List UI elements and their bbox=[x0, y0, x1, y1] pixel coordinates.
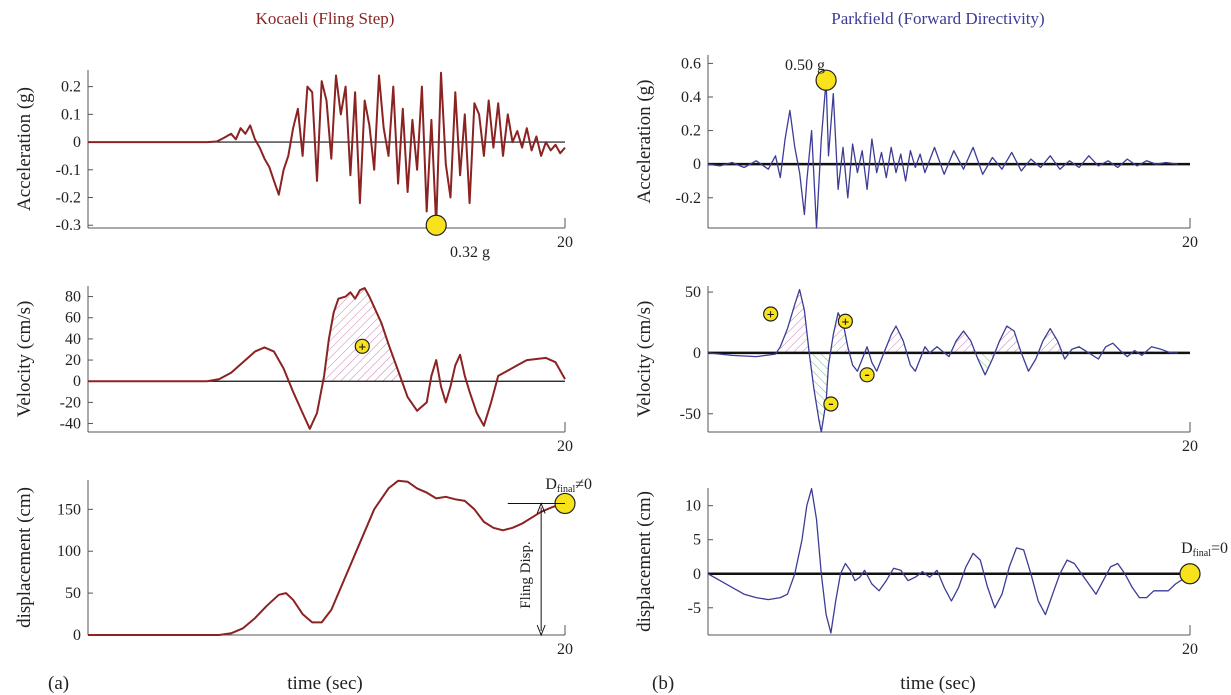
parkfield-velocity-marker-symbol: - bbox=[828, 395, 833, 412]
fling-arrow-head-bottom bbox=[536, 624, 546, 637]
parkfield-velocity-plus-marker bbox=[837, 313, 853, 329]
parkfield-acceleration-y-tick-label: 0 bbox=[693, 156, 701, 173]
parkfield-velocity-marker-symbol: + bbox=[841, 315, 849, 330]
kocaeli-displacement-y-label: displacement (cm) bbox=[14, 487, 35, 628]
kocaeli-acceleration-y-tick-label: 0 bbox=[73, 134, 81, 151]
parkfield-velocity-y-tick-label: 50 bbox=[685, 284, 701, 301]
parkfield-displacement-series-line bbox=[707, 488, 1191, 634]
kocaeli-displacement-y-tick-label: 100 bbox=[57, 543, 81, 560]
left-xlabel: time (sec) bbox=[287, 673, 362, 694]
kocaeli-velocity-y-tick-label: 40 bbox=[65, 331, 81, 348]
parkfield-velocity-plus-marker bbox=[763, 306, 779, 322]
kocaeli-velocity-marker-symbol: + bbox=[358, 340, 366, 355]
kocaeli-acceleration-series-line bbox=[88, 71, 566, 227]
fling-displacement-label: Fling Disp. bbox=[518, 541, 534, 609]
parkfield-velocity-positive-area bbox=[780, 289, 810, 353]
parkfield-acceleration-y-label: Acceleration (g) bbox=[634, 80, 655, 204]
parkfield-velocity-panel: 20 -50 0 50 Velocity (cm/s) + - + - bbox=[634, 284, 1198, 455]
parkfield-velocity-positive-area bbox=[883, 326, 906, 353]
right-peak-acceleration-label: 0.50 g bbox=[785, 57, 825, 74]
parkfield-velocity-x-tick-label: 20 bbox=[1182, 438, 1198, 455]
parkfield-displacement-y-tick-label: 10 bbox=[685, 498, 701, 515]
parkfield-acceleration-series-line bbox=[707, 79, 1179, 229]
kocaeli-acceleration-y-tick-label: -0.2 bbox=[56, 190, 81, 207]
parkfield-acceleration-y-tick-label: -0.2 bbox=[676, 190, 701, 207]
kocaeli-velocity-panel: 20 -40 -20 0 20 40 60 80 Velocity (cm/s) + bbox=[14, 286, 573, 455]
parkfield-acceleration-highlight-marker bbox=[815, 69, 837, 91]
kocaeli-displacement-x-tick-label: 20 bbox=[557, 641, 573, 658]
kocaeli-velocity-y-tick-label: -20 bbox=[60, 394, 81, 411]
parkfield-velocity-minus-marker bbox=[823, 396, 839, 412]
kocaeli-velocity-plus-marker bbox=[354, 338, 370, 354]
left-dfinal-rel: ≠0 bbox=[575, 476, 592, 493]
left-dfinal-sub: final bbox=[557, 484, 576, 495]
parkfield-velocity-y-tick-label: -50 bbox=[680, 406, 701, 423]
parkfield-velocity-minus-marker bbox=[859, 367, 875, 383]
parkfield-acceleration-y-tick-label: 0.6 bbox=[681, 55, 701, 72]
kocaeli-velocity-y-tick-label: 20 bbox=[65, 352, 81, 369]
kocaeli-velocity-y-tick-label: 80 bbox=[65, 289, 81, 306]
parkfield-displacement-x-tick-label: 20 bbox=[1182, 641, 1198, 658]
kocaeli-displacement-y-tick-label: 0 bbox=[73, 627, 81, 644]
left-panel-label: (a) bbox=[48, 673, 69, 694]
parkfield-displacement-highlight-marker bbox=[1179, 563, 1201, 585]
right-dfinal-d: D bbox=[1181, 540, 1193, 557]
left-dfinal-d: D bbox=[545, 476, 557, 493]
parkfield-velocity-positive-area bbox=[953, 331, 976, 353]
parkfield-velocity-marker-symbol: + bbox=[767, 308, 775, 323]
kocaeli-velocity-y-tick-label: 60 bbox=[65, 310, 81, 327]
right-dfinal-rel: =0 bbox=[1211, 540, 1228, 557]
left-dfinal-label: Dfinal≠0 bbox=[545, 476, 592, 495]
kocaeli-acceleration-panel: 20 -0.3 -0.2 -0.1 0 0.1 0.2 Acceleration (g) bbox=[14, 70, 573, 251]
parkfield-velocity-series-line bbox=[707, 288, 1178, 433]
parkfield-acceleration-panel: 20 -0.2 0 0.2 0.4 0.6 Acceleration (g) bbox=[634, 55, 1198, 251]
kocaeli-acceleration-x-tick-label: 20 bbox=[557, 234, 573, 251]
kocaeli-acceleration-y-label: Acceleration (g) bbox=[14, 87, 35, 211]
kocaeli-velocity-positive-area bbox=[324, 288, 401, 382]
parkfield-velocity-positive-area bbox=[997, 326, 1022, 353]
right-dfinal-sub: final bbox=[1193, 548, 1212, 559]
kocaeli-displacement-series-line bbox=[88, 479, 566, 636]
right-dfinal-label: Dfinal=0 bbox=[1181, 540, 1228, 559]
kocaeli-acceleration-highlight-marker bbox=[425, 214, 447, 236]
kocaeli-velocity-series-line bbox=[88, 287, 566, 430]
right-xlabel: time (sec) bbox=[900, 673, 975, 694]
parkfield-displacement-y-label: displacement (cm) bbox=[634, 491, 655, 632]
left-title: Kocaeli (Fling Step) bbox=[256, 9, 395, 28]
parkfield-displacement-y-tick-label: -5 bbox=[688, 600, 701, 617]
parkfield-velocity-positive-area bbox=[1040, 328, 1063, 353]
kocaeli-velocity-y-label: Velocity (cm/s) bbox=[14, 301, 35, 418]
kocaeli-displacement-y-tick-label: 150 bbox=[57, 501, 81, 518]
parkfield-displacement-panel: 20 -5 0 5 10 displacement (cm) bbox=[634, 488, 1201, 658]
kocaeli-acceleration-y-tick-label: 0.2 bbox=[61, 79, 81, 96]
parkfield-velocity-positive-area bbox=[830, 312, 851, 353]
parkfield-velocity-marker-symbol: - bbox=[864, 366, 869, 383]
parkfield-velocity-negative-area bbox=[809, 352, 831, 432]
kocaeli-acceleration-y-tick-label: -0.3 bbox=[56, 217, 81, 234]
kocaeli-velocity-y-tick-label: -40 bbox=[60, 416, 81, 433]
parkfield-velocity-negative-area bbox=[975, 352, 998, 375]
right-title: Parkfield (Forward Directivity) bbox=[831, 9, 1044, 28]
kocaeli-velocity-y-tick-label: 0 bbox=[73, 373, 81, 390]
kocaeli-acceleration-y-tick-label: -0.1 bbox=[56, 162, 81, 179]
parkfield-acceleration-y-tick-label: 0.4 bbox=[681, 89, 701, 106]
parkfield-velocity-y-label: Velocity (cm/s) bbox=[634, 301, 655, 418]
parkfield-displacement-y-tick-label: 5 bbox=[693, 532, 701, 549]
kocaeli-displacement-y-tick-label: 50 bbox=[65, 585, 81, 602]
parkfield-acceleration-y-tick-label: 0.2 bbox=[681, 123, 701, 140]
right-panel-label: (b) bbox=[652, 673, 674, 694]
kocaeli-velocity-x-tick-label: 20 bbox=[557, 438, 573, 455]
kocaeli-displacement-panel: 20 0 50 100 150 displacement (cm) bbox=[14, 479, 576, 658]
kocaeli-acceleration-y-tick-label: 0.1 bbox=[61, 106, 81, 123]
parkfield-velocity-y-tick-label: 0 bbox=[693, 345, 701, 362]
parkfield-displacement-y-tick-label: 0 bbox=[693, 566, 701, 583]
left-peak-acceleration-label: 0.32 g bbox=[450, 244, 490, 261]
parkfield-acceleration-x-tick-label: 20 bbox=[1182, 234, 1198, 251]
